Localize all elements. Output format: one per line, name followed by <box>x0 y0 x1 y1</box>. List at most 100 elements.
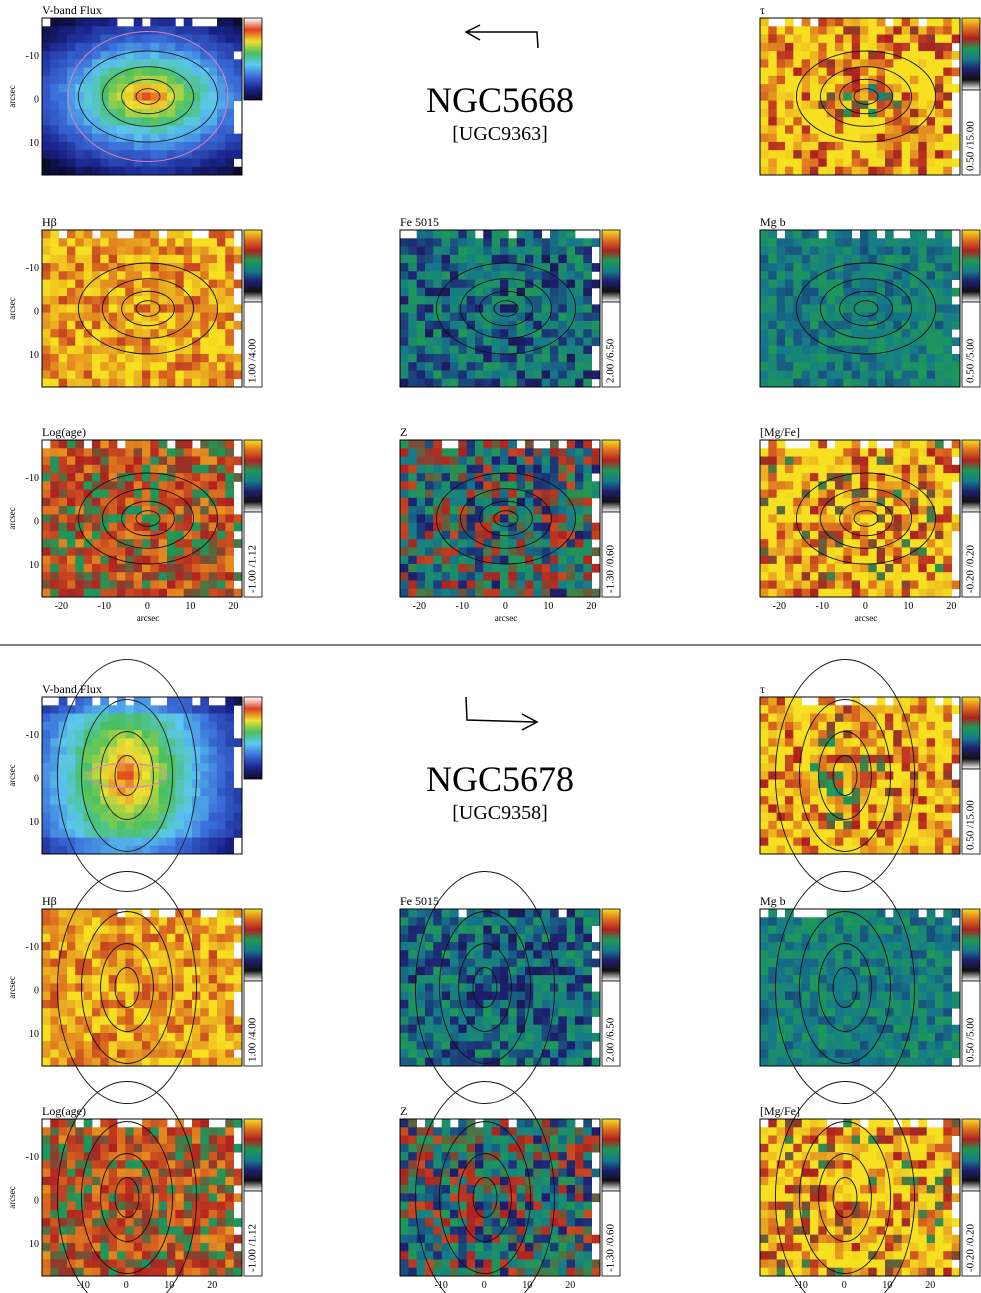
map-pixel <box>868 263 877 272</box>
map-pixel <box>860 465 869 474</box>
map-pixel <box>885 142 894 151</box>
map-pixel <box>835 738 844 747</box>
map-pixel <box>483 304 492 313</box>
map-pixel <box>885 763 894 772</box>
map-pixel <box>50 84 59 93</box>
map-pixel <box>760 564 769 573</box>
map-pixel <box>500 263 509 272</box>
map-pixel <box>109 313 118 322</box>
map-pixel <box>852 18 861 27</box>
map-pixel <box>75 1016 84 1025</box>
map-pixel <box>125 337 134 346</box>
map-pixel <box>785 51 794 60</box>
map-pixel <box>100 942 109 951</box>
map-pixel <box>225 371 234 380</box>
map-pixel <box>910 68 919 77</box>
map-pixel <box>400 523 409 532</box>
map-pixel <box>225 926 234 935</box>
map-pixel <box>558 362 567 371</box>
map-pixel <box>42 1000 51 1009</box>
map-pixel <box>525 572 534 581</box>
map-pixel <box>59 490 68 499</box>
map-pixel <box>84 1000 93 1009</box>
map-pixel <box>952 247 961 256</box>
map-pixel <box>159 589 168 598</box>
map-pixel <box>583 304 592 313</box>
map-pixel <box>75 68 84 77</box>
map-pixel <box>150 371 159 380</box>
map-pixel <box>843 84 852 93</box>
map-pixel <box>868 846 877 855</box>
map-pixel <box>793 304 802 313</box>
map-pixel <box>217 788 226 797</box>
map-pixel <box>467 362 476 371</box>
map-pixel <box>100 26 109 35</box>
map-pixel <box>217 101 226 110</box>
map-pixel <box>583 329 592 338</box>
map-pixel <box>75 1058 84 1067</box>
map-pixel <box>425 581 434 590</box>
map-pixel <box>433 280 442 289</box>
map-pixel <box>192 457 201 466</box>
map-pixel <box>818 134 827 143</box>
map-pixel <box>935 755 944 764</box>
map-pixel <box>417 255 426 264</box>
map-pixel <box>943 539 952 548</box>
map-pixel <box>142 539 151 548</box>
panel-title: V-band Flux <box>42 3 102 17</box>
map-pixel <box>927 448 936 457</box>
map-pixel <box>433 255 442 264</box>
map-pixel <box>793 448 802 457</box>
map-pixel <box>785 821 794 830</box>
map-pixel <box>167 926 176 935</box>
map-pixel <box>525 547 534 556</box>
map-pixel <box>868 572 877 581</box>
map-pixel <box>150 942 159 951</box>
map-pixel <box>785 35 794 44</box>
map-pixel <box>192 109 201 118</box>
map-pixel <box>893 271 902 280</box>
map-pixel <box>802 59 811 68</box>
map-pixel <box>943 238 952 247</box>
map-pixel <box>234 926 243 935</box>
map-pixel <box>59 337 68 346</box>
map-pixel <box>59 730 68 739</box>
map-pixel <box>408 581 417 590</box>
map-pixel <box>400 238 409 247</box>
map-pixel <box>918 59 927 68</box>
map-pixel <box>877 125 886 134</box>
map-pixel <box>902 362 911 371</box>
map-pixel <box>225 1033 234 1042</box>
map-pixel <box>400 531 409 540</box>
map-pixel <box>209 1033 218 1042</box>
map-pixel <box>525 255 534 264</box>
map-pixel <box>184 942 193 951</box>
map-pixel <box>100 926 109 935</box>
map-pixel <box>84 457 93 466</box>
map-pixel <box>92 238 101 247</box>
map-pixel <box>575 247 584 256</box>
map-pixel <box>184 846 193 855</box>
map-pixel <box>810 134 819 143</box>
map-pixel <box>458 448 467 457</box>
map-pixel <box>450 247 459 256</box>
map-pixel <box>167 18 176 27</box>
map-pixel <box>583 506 592 515</box>
map-pixel <box>902 738 911 747</box>
map-pixel <box>533 581 542 590</box>
map-pixel <box>50 1016 59 1025</box>
map-pixel <box>918 125 927 134</box>
map-pixel <box>827 457 836 466</box>
map-pixel <box>860 379 869 388</box>
map-pixel <box>125 247 134 256</box>
map-pixel <box>935 581 944 590</box>
map-pixel <box>558 481 567 490</box>
map-pixel <box>835 457 844 466</box>
map-pixel <box>159 581 168 590</box>
map-pixel <box>500 465 509 474</box>
map-pixel <box>100 514 109 523</box>
map-pixel <box>802 763 811 772</box>
map-pixel <box>918 780 927 789</box>
map-pixel <box>175 481 184 490</box>
map-pixel <box>768 346 777 355</box>
